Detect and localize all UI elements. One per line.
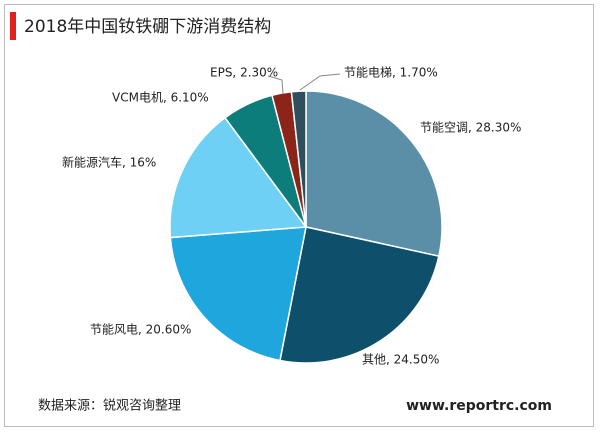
pie-slice: [169, 116, 308, 239]
leader-line: [267, 75, 284, 95]
pie-slice: [305, 90, 443, 258]
website: www.reportrc.com: [406, 398, 552, 414]
slice-label: 新能源汽车, 16%: [62, 155, 156, 170]
leader-line: [299, 73, 341, 91]
frame: [4, 4, 594, 427]
pie-slice: [169, 226, 307, 362]
slice-label: 节能空调, 28.30%: [420, 121, 521, 135]
slice-label: EPS, 2.30%: [210, 66, 278, 80]
source: 数据来源：锐观咨询整理: [38, 399, 181, 414]
chart-title: 2018年中国钕铁硼下游消费结构: [24, 17, 271, 37]
slice-label: VCM电机, 6.10%: [112, 91, 209, 105]
pie-slice: [279, 226, 440, 364]
pie-slice: [290, 90, 307, 228]
slice-label: 其他, 24.50%: [362, 353, 439, 367]
title-bar: [10, 12, 16, 40]
slice-label: 节能风电, 20.60%: [90, 323, 191, 337]
slice-label: 节能电梯, 1.70%: [344, 66, 438, 80]
